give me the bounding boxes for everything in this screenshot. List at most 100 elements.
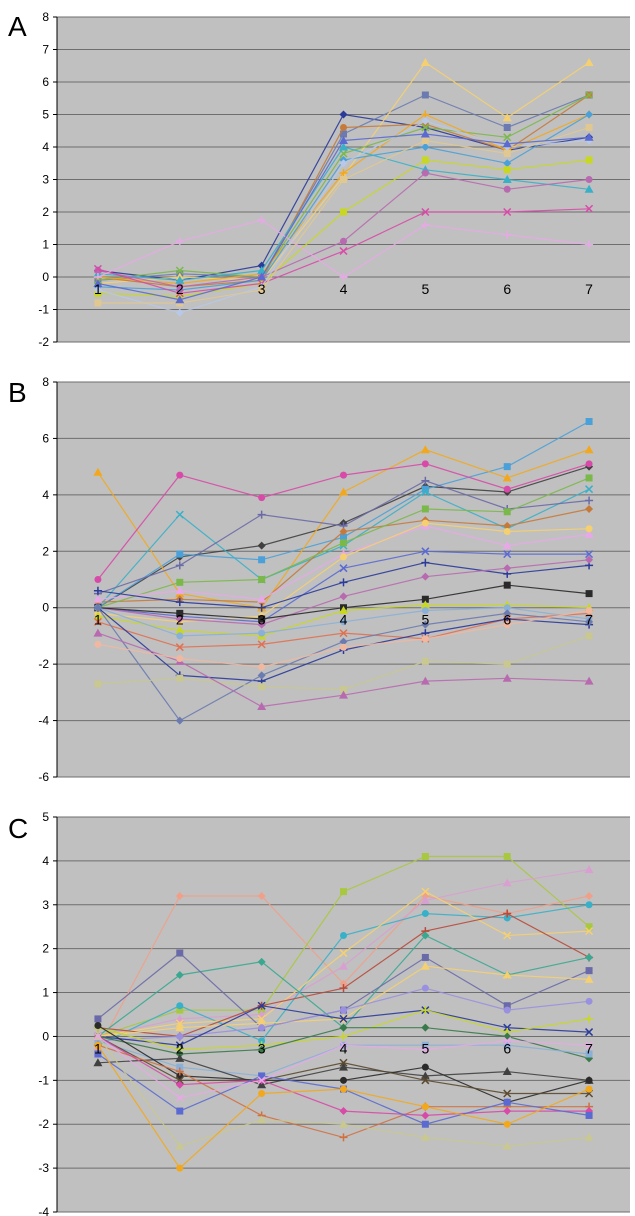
data-point [94, 640, 102, 648]
data-point [176, 674, 184, 682]
data-point [176, 949, 184, 957]
x-tick-label: 5 [421, 1040, 429, 1056]
data-point [93, 594, 103, 603]
data-point [421, 931, 430, 940]
data-point [503, 581, 511, 589]
data-point [503, 564, 512, 573]
data-point [503, 931, 512, 940]
data-point [257, 510, 266, 519]
data-point [176, 1032, 184, 1040]
data-point [94, 1050, 102, 1058]
y-tick-label: 5 [42, 810, 49, 824]
data-point [502, 113, 512, 122]
data-point [421, 1041, 429, 1049]
data-point [503, 150, 511, 157]
data-point [503, 1098, 511, 1106]
data-point [421, 984, 429, 992]
data-point [584, 529, 594, 538]
data-point [421, 476, 430, 485]
y-tick-label: 2 [42, 544, 49, 558]
data-point [176, 471, 184, 479]
data-point [175, 1041, 184, 1050]
data-point [257, 1115, 267, 1124]
y-tick-label: 4 [42, 854, 49, 868]
data-point [421, 488, 430, 497]
data-point [257, 1018, 267, 1027]
data-point [502, 673, 512, 682]
data-point [421, 887, 430, 896]
data-point [340, 176, 347, 183]
data-point [503, 1036, 512, 1045]
data-point [421, 1103, 429, 1111]
data-point [339, 629, 348, 638]
y-tick-label: 0 [42, 601, 49, 615]
data-point [420, 895, 430, 904]
data-point [258, 663, 266, 671]
x-tick-label: 4 [340, 1040, 348, 1056]
data-point [175, 716, 184, 725]
data-point [503, 1120, 511, 1128]
y-tick-label: 2 [42, 205, 49, 219]
data-point [258, 1024, 266, 1032]
data-point [93, 586, 102, 595]
data-point [258, 576, 266, 583]
data-point [257, 272, 267, 281]
data-point [258, 1037, 266, 1045]
data-point [339, 1041, 348, 1050]
x-tick-label: 3 [258, 612, 266, 628]
data-point [176, 1063, 184, 1071]
data-point [420, 445, 430, 454]
y-tick-label: -2 [38, 657, 49, 671]
data-point [585, 607, 593, 615]
data-point [421, 853, 429, 860]
y-tick-label: 5 [42, 108, 49, 122]
data-point [585, 632, 593, 640]
data-point [339, 1014, 348, 1023]
data-point [93, 286, 102, 294]
data-point [585, 418, 593, 425]
data-point [585, 997, 593, 1005]
data-point [421, 1076, 430, 1085]
data-point [94, 299, 102, 307]
data-point [421, 91, 429, 99]
data-point [585, 590, 593, 598]
x-tick-label: 4 [340, 612, 348, 628]
data-point [257, 957, 266, 966]
data-point [339, 487, 348, 496]
data-point [421, 1045, 430, 1054]
data-point [420, 58, 430, 66]
data-point [503, 853, 511, 860]
data-point [340, 1006, 347, 1014]
data-point [257, 1076, 266, 1085]
data-point [585, 110, 594, 119]
data-point [585, 923, 593, 931]
y-tick-label: 1 [42, 238, 49, 252]
data-point [176, 578, 184, 586]
data-point [175, 289, 184, 298]
x-tick-label: 1 [94, 281, 102, 297]
data-point [503, 1089, 512, 1098]
data-point [93, 617, 102, 626]
data-point [339, 592, 348, 601]
y-tick-label: 2 [42, 942, 49, 956]
panel-C: 5 4 3 2 1 0 -1 -2 -3 -4 C 1 2 3 4 5 6 7 [8, 810, 630, 1216]
data-point [339, 1119, 348, 1128]
data-point [585, 1076, 593, 1084]
data-point [257, 701, 267, 710]
data-point [340, 533, 347, 541]
data-point [339, 1133, 348, 1142]
data-point [175, 1080, 184, 1089]
data-point [176, 1002, 184, 1010]
data-point [258, 286, 266, 294]
panel-letter: B [8, 377, 27, 408]
data-point [585, 525, 593, 533]
panel-letter: A [8, 11, 27, 42]
data-point [420, 1132, 430, 1141]
data-point [421, 137, 429, 144]
data-point [340, 124, 347, 131]
y-tick-label: 8 [42, 10, 49, 24]
data-point [340, 539, 347, 547]
data-point [339, 637, 348, 646]
data-point [584, 974, 594, 983]
data-point [257, 603, 266, 612]
